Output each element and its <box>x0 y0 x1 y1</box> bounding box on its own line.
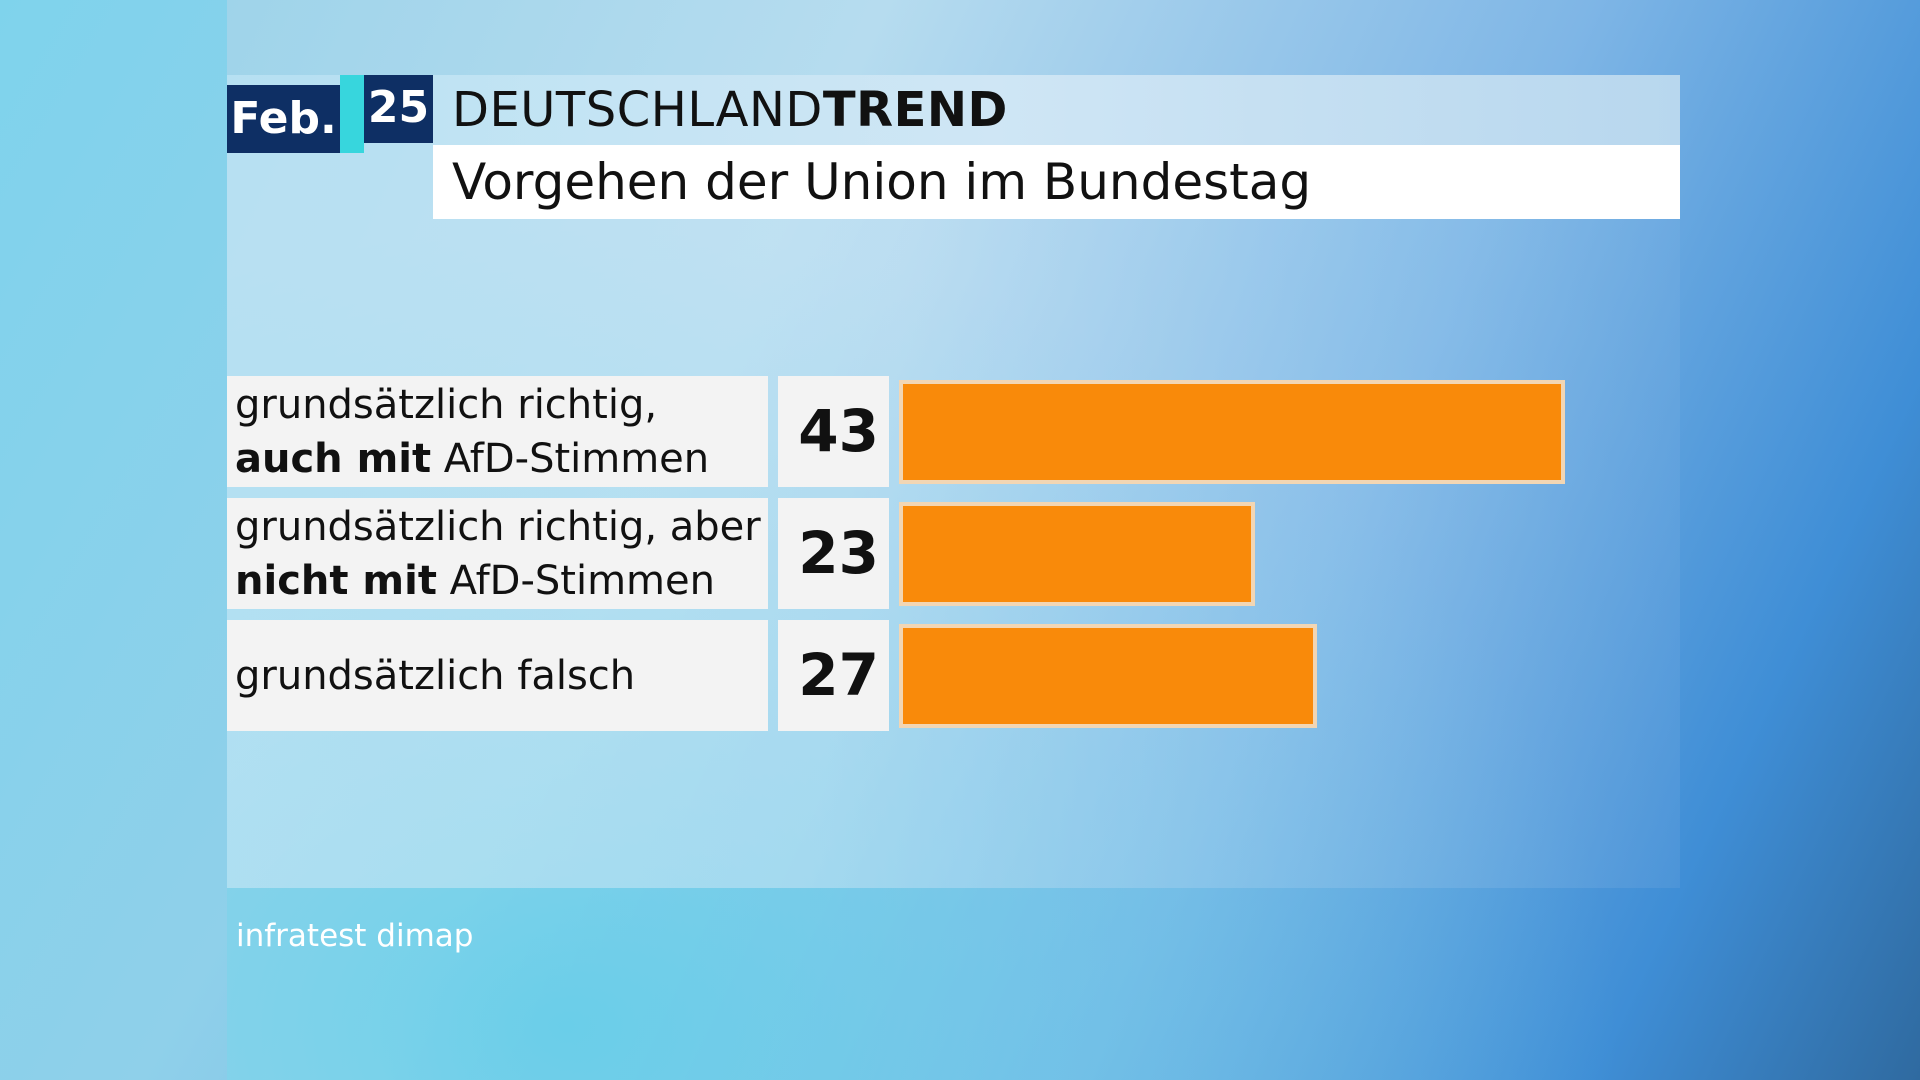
category-label-line2: nicht mit AfD-Stimmen <box>235 554 768 608</box>
category-label-rest: AfD-Stimmen <box>431 435 710 482</box>
category-label-bold: nicht mit <box>235 557 437 604</box>
category-label: grundsätzlich richtig, auch mit AfD-Stim… <box>227 376 768 487</box>
month-badge: Feb. <box>227 85 340 153</box>
category-label-line1: grundsätzlich richtig, aber <box>235 503 761 550</box>
category-label-line2: auch mit AfD-Stimmen <box>235 432 768 486</box>
category-label: grundsätzlich falsch <box>227 620 768 731</box>
category-label-line1: grundsätzlich richtig, <box>235 381 658 428</box>
bar <box>899 502 1255 606</box>
data-label: 27 <box>778 620 889 731</box>
category-label: grundsätzlich richtig, aber nicht mit Af… <box>227 498 768 609</box>
header-band <box>433 75 1680 145</box>
category-label-bold: auch mit <box>235 435 432 482</box>
bar <box>899 380 1565 484</box>
chart-title: Vorgehen der Union im Bundestag <box>452 153 1312 211</box>
source-credit: infratest dimap <box>236 918 474 954</box>
brand-bold: TREND <box>822 82 1008 138</box>
data-label: 23 <box>778 498 889 609</box>
data-label: 43 <box>778 376 889 487</box>
bar <box>899 624 1317 728</box>
badge-accent <box>340 75 364 153</box>
brand-title: DEUTSCHLANDTREND <box>452 78 1008 142</box>
brand-regular: DEUTSCHLAND <box>452 82 823 138</box>
subtitle-band <box>433 145 1680 219</box>
category-label-line1: grundsätzlich falsch <box>235 652 636 699</box>
year-badge: 25 <box>364 75 433 143</box>
category-label-rest: AfD-Stimmen <box>436 557 715 604</box>
